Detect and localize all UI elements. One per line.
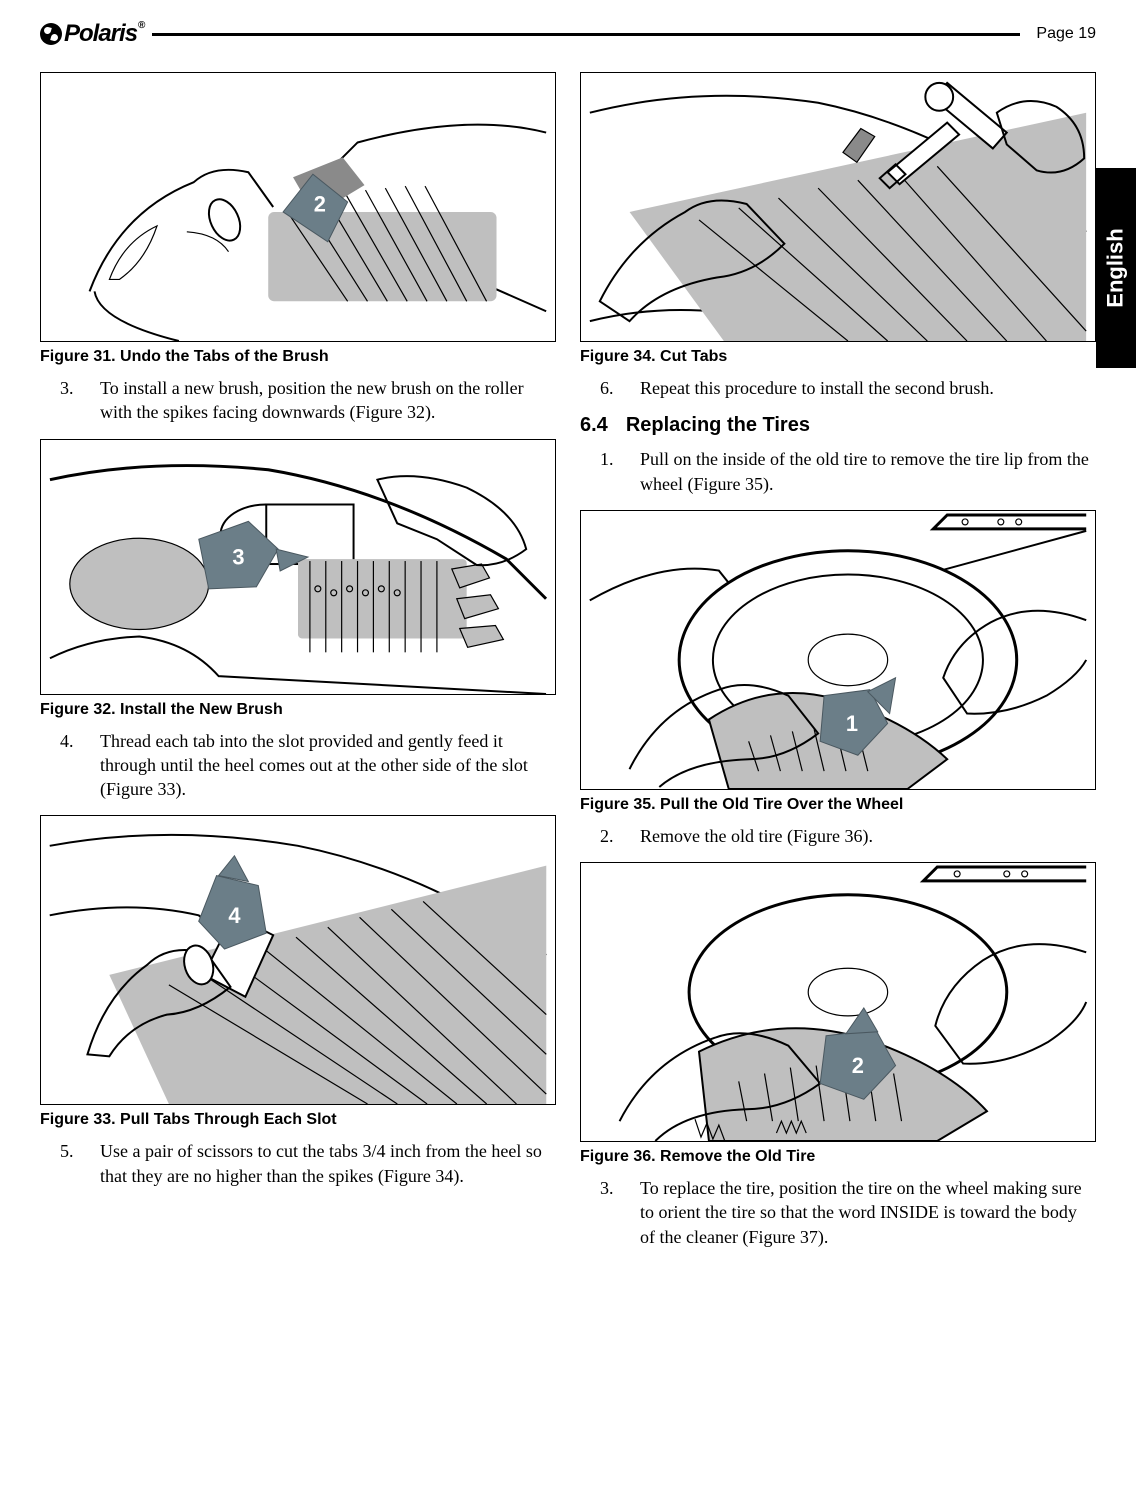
step-5: 5. Use a pair of scissors to cut the tab… [40,1139,556,1188]
step-3-text: To install a new brush, position the new… [100,376,556,425]
section-6-4: 6.4 Replacing the Tires [580,414,1096,437]
section-number: 6.4 [580,414,608,437]
figure-35-caption: Figure 35. Pull the Old Tire Over the Wh… [580,796,1096,814]
section-title: Replacing the Tires [626,414,810,437]
figure-35: 1 [580,510,1096,790]
language-tab: English [1096,168,1136,368]
marker-4: 4 [199,856,267,949]
step-4-text: Thread each tab into the slot provided a… [100,729,556,802]
page-header: Polaris® Page 19 [40,20,1096,48]
svg-text:2: 2 [314,192,326,217]
step-6-4-1-text: Pull on the inside of the old tire to re… [640,447,1096,496]
figure-34 [580,72,1096,342]
language-tab-label: English [1103,228,1129,307]
svg-text:2: 2 [852,1053,864,1078]
svg-text:1: 1 [846,711,858,736]
svg-text:3: 3 [232,544,244,569]
left-column: 2 Figure 31. Undo the Tabs of the Brush … [40,72,556,1263]
header-rule [152,33,1020,36]
figure-34-caption: Figure 34. Cut Tabs [580,348,1096,366]
figure-31-illustration: 2 [41,73,555,341]
figure-32-caption: Figure 32. Install the New Brush [40,701,556,719]
step-6-4-1: 1. Pull on the inside of the old tire to… [580,447,1096,496]
step-6-4-3: 3. To replace the tire, position the tir… [580,1176,1096,1249]
step-5-text: Use a pair of scissors to cut the tabs 3… [100,1139,556,1188]
step-6-4-2-num: 2. [600,824,640,848]
figure-33-illustration: 4 [41,816,555,1104]
figure-36-caption: Figure 36. Remove the Old Tire [580,1148,1096,1166]
figure-36: 2 [580,862,1096,1142]
step-3: 3. To install a new brush, position the … [40,376,556,425]
figure-32-illustration: 3 [41,440,555,694]
figure-31: 2 [40,72,556,342]
step-6-4-2-text: Remove the old tire (Figure 36). [640,824,1096,848]
step-6: 6. Repeat this procedure to install the … [580,376,1096,400]
step-6-4-3-num: 3. [600,1176,640,1249]
figure-31-caption: Figure 31. Undo the Tabs of the Brush [40,348,556,366]
brand-logo: Polaris® [40,20,144,48]
step-6-4-3-text: To replace the tire, position the tire o… [640,1176,1096,1249]
figure-35-illustration: 1 [581,511,1095,789]
step-6-4-2: 2. Remove the old tire (Figure 36). [580,824,1096,848]
figure-34-illustration [581,73,1095,341]
polaris-icon [40,23,62,45]
figure-33: 4 [40,815,556,1105]
svg-text:4: 4 [228,903,241,928]
step-6-text: Repeat this procedure to install the sec… [640,376,1096,400]
right-column: Figure 34. Cut Tabs 6. Repeat this proce… [580,72,1096,1263]
figure-32: 3 [40,439,556,695]
step-4: 4. Thread each tab into the slot provide… [40,729,556,802]
step-3-num: 3. [60,376,100,425]
step-6-4-1-num: 1. [600,447,640,496]
step-6-num: 6. [600,376,640,400]
page-number: Page 19 [1028,25,1096,43]
step-5-num: 5. [60,1139,100,1188]
step-4-num: 4. [60,729,100,802]
figure-36-illustration: 2 [581,863,1095,1141]
brand-text: Polaris® [64,20,144,48]
figure-33-caption: Figure 33. Pull Tabs Through Each Slot [40,1111,556,1129]
